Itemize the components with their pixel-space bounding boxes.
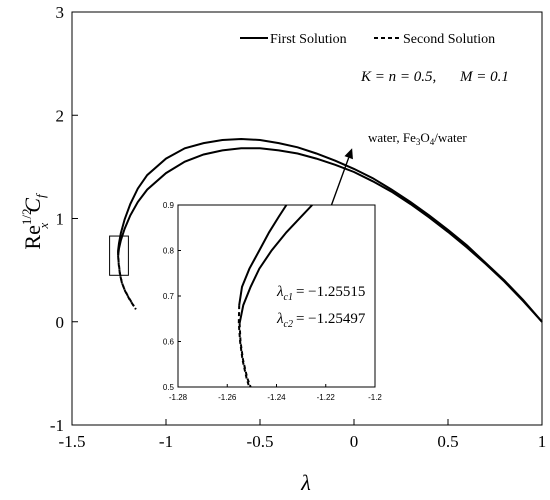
- series-line-dashed: [117, 251, 135, 307]
- inset-series-line-solid: [238, 204, 313, 324]
- y-tick-label: -1: [50, 416, 64, 435]
- arrow-line: [330, 157, 350, 206]
- x-axis-title: λ: [300, 470, 311, 495]
- inset-x-tick-label: -1.22: [317, 393, 336, 402]
- series-line-solid: [117, 147, 543, 323]
- inset-x-tick-label: -1.24: [267, 393, 286, 402]
- x-tick-label: -1: [159, 432, 173, 451]
- inset-y-tick-label: 0.9: [163, 201, 175, 210]
- inset-x-tick-label: -1.2: [368, 393, 382, 402]
- y-tick-label: 3: [56, 3, 65, 22]
- inset-chart: -1.28 -1.26 -1.24 -1.22 -1.20.50.60.70.80.9 …: [163, 201, 383, 402]
- y-tick-label: 1: [56, 210, 65, 229]
- series-line-solid: [117, 137, 543, 323]
- inset-x-tick-label: -1.28: [169, 393, 188, 402]
- x-tick-label: 0.5: [437, 432, 458, 451]
- annotation-label: water, Fe3O4/water: [368, 130, 467, 147]
- inset-series-line-dashed: [238, 323, 252, 388]
- x-tick-label: -1.5: [59, 432, 86, 451]
- y-tick-label: 0: [56, 313, 65, 332]
- series-line-dashed: [117, 255, 137, 310]
- y-tick-label: 2: [56, 106, 65, 125]
- y-axis-title: Re1/2xCf: [19, 192, 51, 250]
- inset-series-group: [237, 204, 313, 388]
- inset-y-tick-label: 0.7: [163, 292, 175, 301]
- legend: First Solution Second Solution: [240, 32, 495, 47]
- inset-series-line-solid: [238, 204, 288, 306]
- legend-label-first: First Solution: [270, 32, 347, 47]
- zoom-box: [109, 235, 129, 276]
- legend-label-second: Second Solution: [403, 32, 495, 47]
- main-series-group: [117, 137, 543, 323]
- x-tick-label: 1: [538, 432, 547, 451]
- x-tick-label: 0: [350, 432, 359, 451]
- inset-series-line-dashed: [237, 305, 251, 388]
- inset-frame: [177, 204, 376, 388]
- svg-text:Re1/2xCf: Re1/2xCf: [19, 192, 51, 250]
- annotation-arrow: [330, 148, 353, 206]
- params-m: M = 0.1: [459, 69, 509, 85]
- x-tick-label: -0.5: [247, 432, 274, 451]
- params-k-n: K = n = 0.5,: [360, 69, 436, 85]
- arrow-head-icon: [344, 148, 353, 160]
- inset-y-tick-label: 0.6: [163, 338, 175, 347]
- inset-y-tick-label: 0.8: [163, 247, 175, 256]
- critical-label-2: λc2 = −1.25497: [276, 311, 366, 330]
- critical-label-1: λc1 = −1.25515: [276, 284, 365, 303]
- inset-y-tick-label: 0.5: [163, 383, 175, 392]
- inset-x-tick-label: -1.26: [218, 393, 237, 402]
- inset-axis-ticks: -1.28 -1.26 -1.24 -1.22 -1.2 0.5 0.6 0.7 0.8 0.9: [163, 201, 383, 402]
